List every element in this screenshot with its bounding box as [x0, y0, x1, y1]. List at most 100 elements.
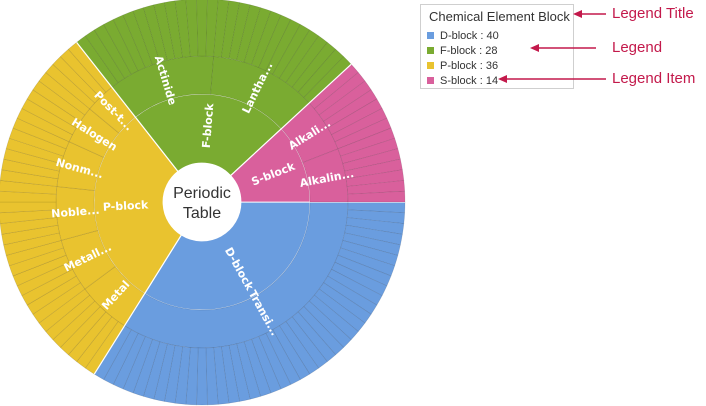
- element-segment-s-block-5[interactable]: [327, 98, 383, 136]
- element-segment-p-block-29[interactable]: [21, 98, 77, 136]
- element-segment-d-block-7[interactable]: [337, 247, 396, 277]
- element-segment-f-block-8[interactable]: [143, 4, 168, 63]
- element-segment-s-block-2[interactable]: [313, 72, 366, 116]
- element-segment-d-block-3[interactable]: [345, 217, 405, 235]
- legend-swatch-f-block: [427, 47, 434, 54]
- element-segment-f-block-11[interactable]: [174, 0, 191, 58]
- element-segment-d-block-19[interactable]: [279, 321, 320, 375]
- element-segment-s-block-10[interactable]: [342, 148, 401, 172]
- category-segment-p-block-nonm[interactable]: [56, 141, 105, 191]
- element-segment-d-block-18[interactable]: [285, 316, 328, 369]
- element-segment-d-block-23[interactable]: [251, 336, 282, 394]
- element-segment-f-block-7[interactable]: [132, 7, 161, 66]
- element-segment-d-block-35[interactable]: [143, 341, 168, 400]
- element-segment-p-block-14[interactable]: [5, 240, 64, 267]
- legend-item-label: P-block : 36: [440, 59, 499, 72]
- category-segment-p-block-metal[interactable]: [84, 265, 146, 327]
- element-segment-s-block-9[interactable]: [340, 137, 399, 164]
- element-segment-d-block-33[interactable]: [164, 345, 183, 404]
- element-segment-s-block-14[interactable]: [347, 190, 406, 203]
- element-segment-d-block-38[interactable]: [112, 332, 146, 390]
- annotation-legend-item: Legend Item: [612, 70, 696, 87]
- category-segment-p-block-halogen[interactable]: [68, 108, 120, 158]
- element-segment-s-block-8[interactable]: [337, 127, 396, 157]
- block-separator-s-block: [230, 63, 352, 176]
- element-segment-f-block-20[interactable]: [251, 10, 282, 68]
- element-segment-f-block-3[interactable]: [93, 24, 132, 79]
- element-segment-s-block-13[interactable]: [346, 180, 406, 195]
- element-segment-d-block-16[interactable]: [297, 306, 345, 356]
- legend-item-p-block[interactable]: P-block : 36: [427, 58, 499, 73]
- element-segment-d-block-27[interactable]: [221, 345, 240, 404]
- element-segment-p-block-15[interactable]: [3, 232, 62, 256]
- element-segment-f-block-18[interactable]: [236, 4, 261, 63]
- element-segment-d-block-1[interactable]: [347, 201, 406, 214]
- legend-item-label: F-block : 28: [440, 44, 498, 57]
- element-segment-p-block-8[interactable]: [32, 282, 86, 324]
- element-segment-d-block-39[interactable]: [103, 329, 139, 385]
- legend-title: Chemical Element Block: [429, 9, 570, 24]
- element-segment-f-block-12[interactable]: [185, 0, 199, 57]
- element-segment-p-block-6[interactable]: [45, 294, 96, 341]
- element-segment-d-block-6[interactable]: [340, 240, 399, 267]
- element-segment-p-block-5[interactable]: [52, 300, 101, 348]
- element-segment-p-block-4[interactable]: [59, 306, 107, 356]
- category-label-p-block-noble: Noble...: [51, 204, 100, 221]
- element-segment-p-block-13[interactable]: [8, 247, 67, 277]
- element-segment-f-block-10[interactable]: [164, 0, 183, 59]
- element-segment-d-block-37[interactable]: [122, 336, 153, 394]
- element-segment-f-block-23[interactable]: [272, 24, 311, 79]
- element-segment-s-block-11[interactable]: [344, 158, 403, 180]
- legend-item-label: D-block : 40: [440, 29, 499, 42]
- element-segment-f-block-27[interactable]: [297, 48, 345, 98]
- legend-item-d-block[interactable]: D-block : 40: [427, 28, 499, 43]
- element-segment-f-block-2[interactable]: [84, 29, 125, 83]
- element-segment-f-block-1[interactable]: [76, 35, 119, 88]
- element-segment-d-block-32[interactable]: [174, 346, 191, 405]
- block-label-p-block: P-block: [103, 198, 150, 213]
- element-segment-d-block-29[interactable]: [205, 347, 219, 406]
- annotation-legend-title: Legend Title: [612, 5, 694, 22]
- element-segment-s-block-3[interactable]: [318, 80, 372, 122]
- annotation-legend: Legend: [612, 39, 663, 56]
- element-segment-p-block-11[interactable]: [16, 261, 73, 297]
- element-segment-f-block-6[interactable]: [122, 10, 153, 68]
- arrow-head-legend-title: [573, 10, 582, 18]
- element-segment-s-block-7[interactable]: [334, 117, 392, 150]
- legend: Chemical Element Block D-block : 40 F-bl…: [420, 4, 574, 89]
- element-segment-f-block-16[interactable]: [221, 0, 240, 59]
- element-segment-p-block-7[interactable]: [38, 288, 91, 332]
- center-label-line-2: Table: [183, 205, 221, 222]
- element-segment-d-block-30[interactable]: [196, 347, 208, 406]
- legend-item-s-block[interactable]: S-block : 14: [427, 73, 499, 88]
- element-segment-d-block-36[interactable]: [132, 338, 161, 397]
- block-label-f-block: F-block: [200, 102, 217, 148]
- element-segment-p-block-20[interactable]: [0, 190, 57, 203]
- center-hole: [163, 163, 241, 241]
- element-segment-p-block-35[interactable]: [59, 48, 107, 98]
- element-segment-s-block-1[interactable]: [308, 63, 359, 110]
- element-segment-d-block-8[interactable]: [334, 254, 392, 287]
- element-segment-d-block-17[interactable]: [291, 311, 337, 363]
- element-segment-p-block-25[interactable]: [5, 137, 64, 164]
- element-segment-p-block-26[interactable]: [8, 127, 67, 157]
- element-segment-p-block-22[interactable]: [0, 169, 59, 187]
- element-segment-d-block-25[interactable]: [236, 341, 261, 400]
- category-segment-s-block-alkalin[interactable]: [302, 148, 349, 203]
- element-segment-p-block-10[interactable]: [21, 268, 77, 306]
- legend-swatch-d-block: [427, 32, 434, 39]
- block-separator-f-block: [76, 41, 179, 172]
- element-segment-s-block-12[interactable]: [345, 169, 405, 187]
- element-segment-d-block-20[interactable]: [272, 325, 311, 380]
- legend-swatch-p-block: [427, 62, 434, 69]
- element-segment-p-block-1[interactable]: [84, 321, 125, 375]
- element-segment-d-block-28[interactable]: [213, 346, 230, 405]
- legend-item-f-block[interactable]: F-block : 28: [427, 43, 499, 58]
- element-segment-d-block-10[interactable]: [327, 268, 383, 306]
- sunburst-rings: [0, 0, 406, 406]
- element-segment-p-block-17[interactable]: [0, 217, 59, 235]
- arrow-head-legend-item: [498, 75, 507, 83]
- element-segment-f-block-22[interactable]: [265, 19, 301, 75]
